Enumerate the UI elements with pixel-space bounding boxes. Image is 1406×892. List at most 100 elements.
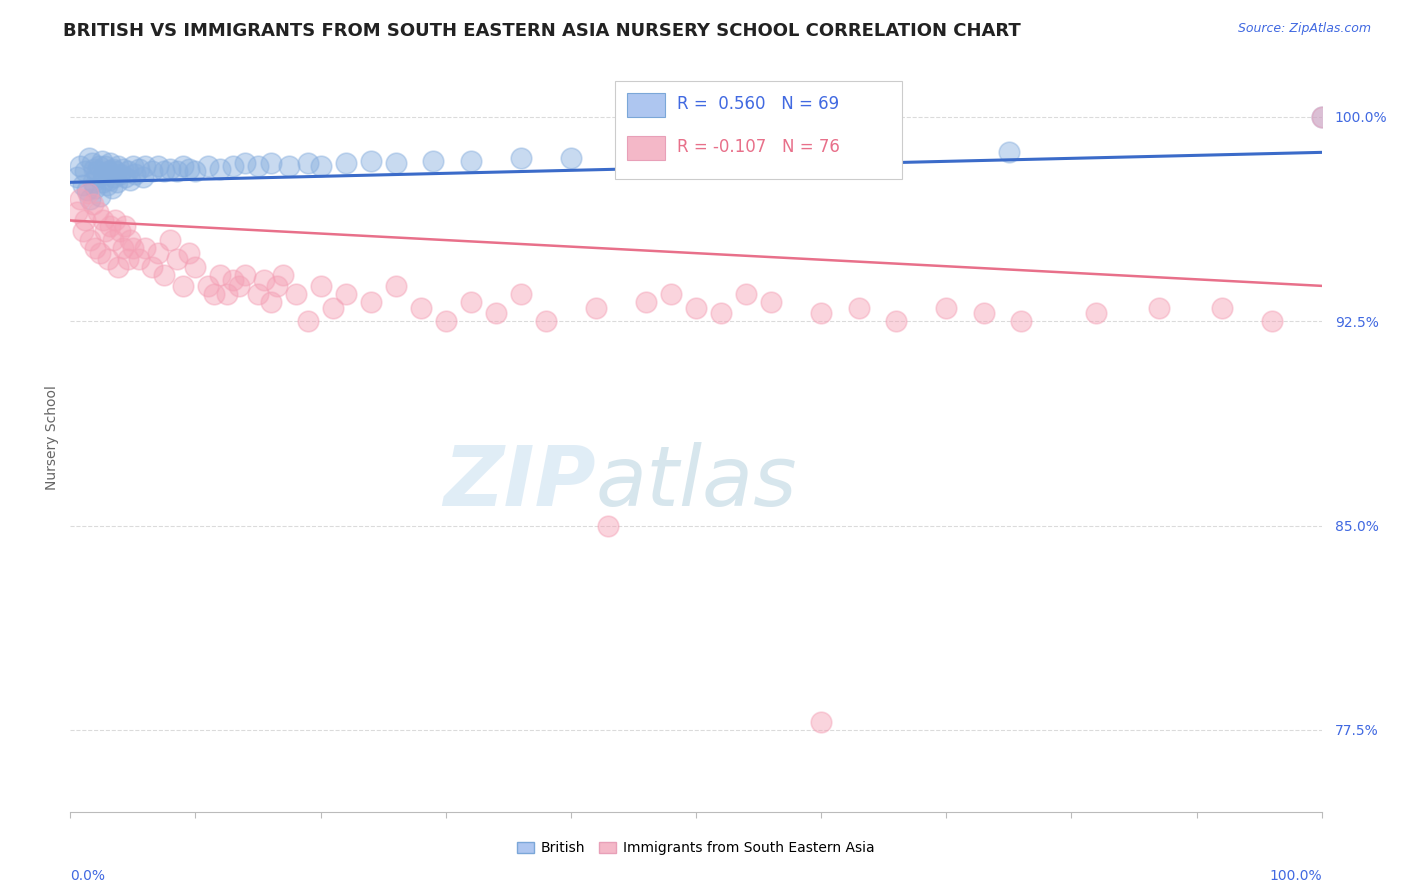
Point xyxy=(120,233,142,247)
Point xyxy=(184,164,207,178)
Point xyxy=(146,246,169,260)
Point xyxy=(297,314,319,328)
Point xyxy=(87,169,110,184)
Point xyxy=(1310,110,1333,124)
Point xyxy=(785,148,807,162)
Point xyxy=(153,268,176,282)
Point xyxy=(111,161,134,176)
Point xyxy=(872,145,894,160)
Point xyxy=(360,153,382,168)
Point xyxy=(79,192,101,206)
Point xyxy=(98,172,121,186)
Point xyxy=(235,268,257,282)
Point xyxy=(107,260,129,274)
Point xyxy=(84,181,107,195)
Point xyxy=(215,287,238,301)
Point xyxy=(228,278,250,293)
Point xyxy=(111,241,134,255)
Point xyxy=(1211,301,1233,315)
Point xyxy=(422,153,444,168)
Text: Source: ZipAtlas.com: Source: ZipAtlas.com xyxy=(1237,22,1371,36)
Point xyxy=(86,164,108,178)
Point xyxy=(197,159,219,173)
Point xyxy=(107,159,129,173)
Point xyxy=(621,148,644,162)
Point xyxy=(1147,301,1170,315)
Point xyxy=(69,159,91,173)
Point xyxy=(685,301,707,315)
Y-axis label: Nursery School: Nursery School xyxy=(45,384,59,490)
Text: 100.0%: 100.0% xyxy=(1270,869,1322,883)
Point xyxy=(132,169,155,184)
Point xyxy=(104,213,127,227)
Point xyxy=(103,169,125,184)
Point xyxy=(335,156,357,170)
Point xyxy=(848,301,870,315)
Point xyxy=(134,159,156,173)
FancyBboxPatch shape xyxy=(627,136,665,160)
Point xyxy=(534,314,557,328)
Point xyxy=(1310,110,1333,124)
Point xyxy=(117,252,139,266)
Point xyxy=(209,268,232,282)
Point xyxy=(110,167,132,181)
Point xyxy=(271,268,294,282)
Point xyxy=(83,161,105,176)
Point xyxy=(120,172,142,186)
Point xyxy=(460,153,482,168)
Point xyxy=(166,164,188,178)
Point xyxy=(141,164,163,178)
Point xyxy=(172,159,194,173)
Point xyxy=(101,161,124,176)
Point xyxy=(509,151,531,165)
FancyBboxPatch shape xyxy=(614,81,903,178)
Point xyxy=(253,273,276,287)
Point xyxy=(121,159,145,173)
Point xyxy=(72,224,94,238)
Point xyxy=(159,161,181,176)
Point xyxy=(110,224,132,238)
Point xyxy=(297,156,319,170)
Point xyxy=(87,159,110,173)
Point xyxy=(166,252,188,266)
Point xyxy=(75,213,97,227)
Point xyxy=(94,224,117,238)
Point xyxy=(335,287,357,301)
Point xyxy=(1260,314,1282,328)
Point xyxy=(172,278,194,293)
Point xyxy=(360,295,382,310)
Point xyxy=(184,260,207,274)
Point xyxy=(101,233,124,247)
Point xyxy=(65,205,87,219)
Text: atlas: atlas xyxy=(596,442,797,523)
Point xyxy=(105,175,128,189)
Point xyxy=(114,219,136,233)
Point xyxy=(259,295,281,310)
Point xyxy=(76,184,98,198)
Point xyxy=(117,164,139,178)
Text: R = -0.107   N = 76: R = -0.107 N = 76 xyxy=(678,138,839,156)
Point xyxy=(146,159,169,173)
Point xyxy=(485,306,508,320)
Point xyxy=(884,314,907,328)
Point xyxy=(179,246,201,260)
Point xyxy=(1010,314,1032,328)
Point xyxy=(82,175,104,189)
Point xyxy=(90,153,112,168)
Point xyxy=(97,164,120,178)
Point xyxy=(91,213,114,227)
Point xyxy=(247,159,270,173)
Point xyxy=(759,295,782,310)
Point xyxy=(84,241,107,255)
Point xyxy=(76,186,98,201)
Point xyxy=(104,164,127,178)
Point xyxy=(75,164,97,178)
Point xyxy=(72,178,94,192)
Point xyxy=(997,145,1019,160)
Point xyxy=(810,714,832,729)
Point xyxy=(98,156,121,170)
Point xyxy=(634,295,657,310)
Point xyxy=(1085,306,1108,320)
Point xyxy=(659,287,682,301)
Point xyxy=(278,159,301,173)
